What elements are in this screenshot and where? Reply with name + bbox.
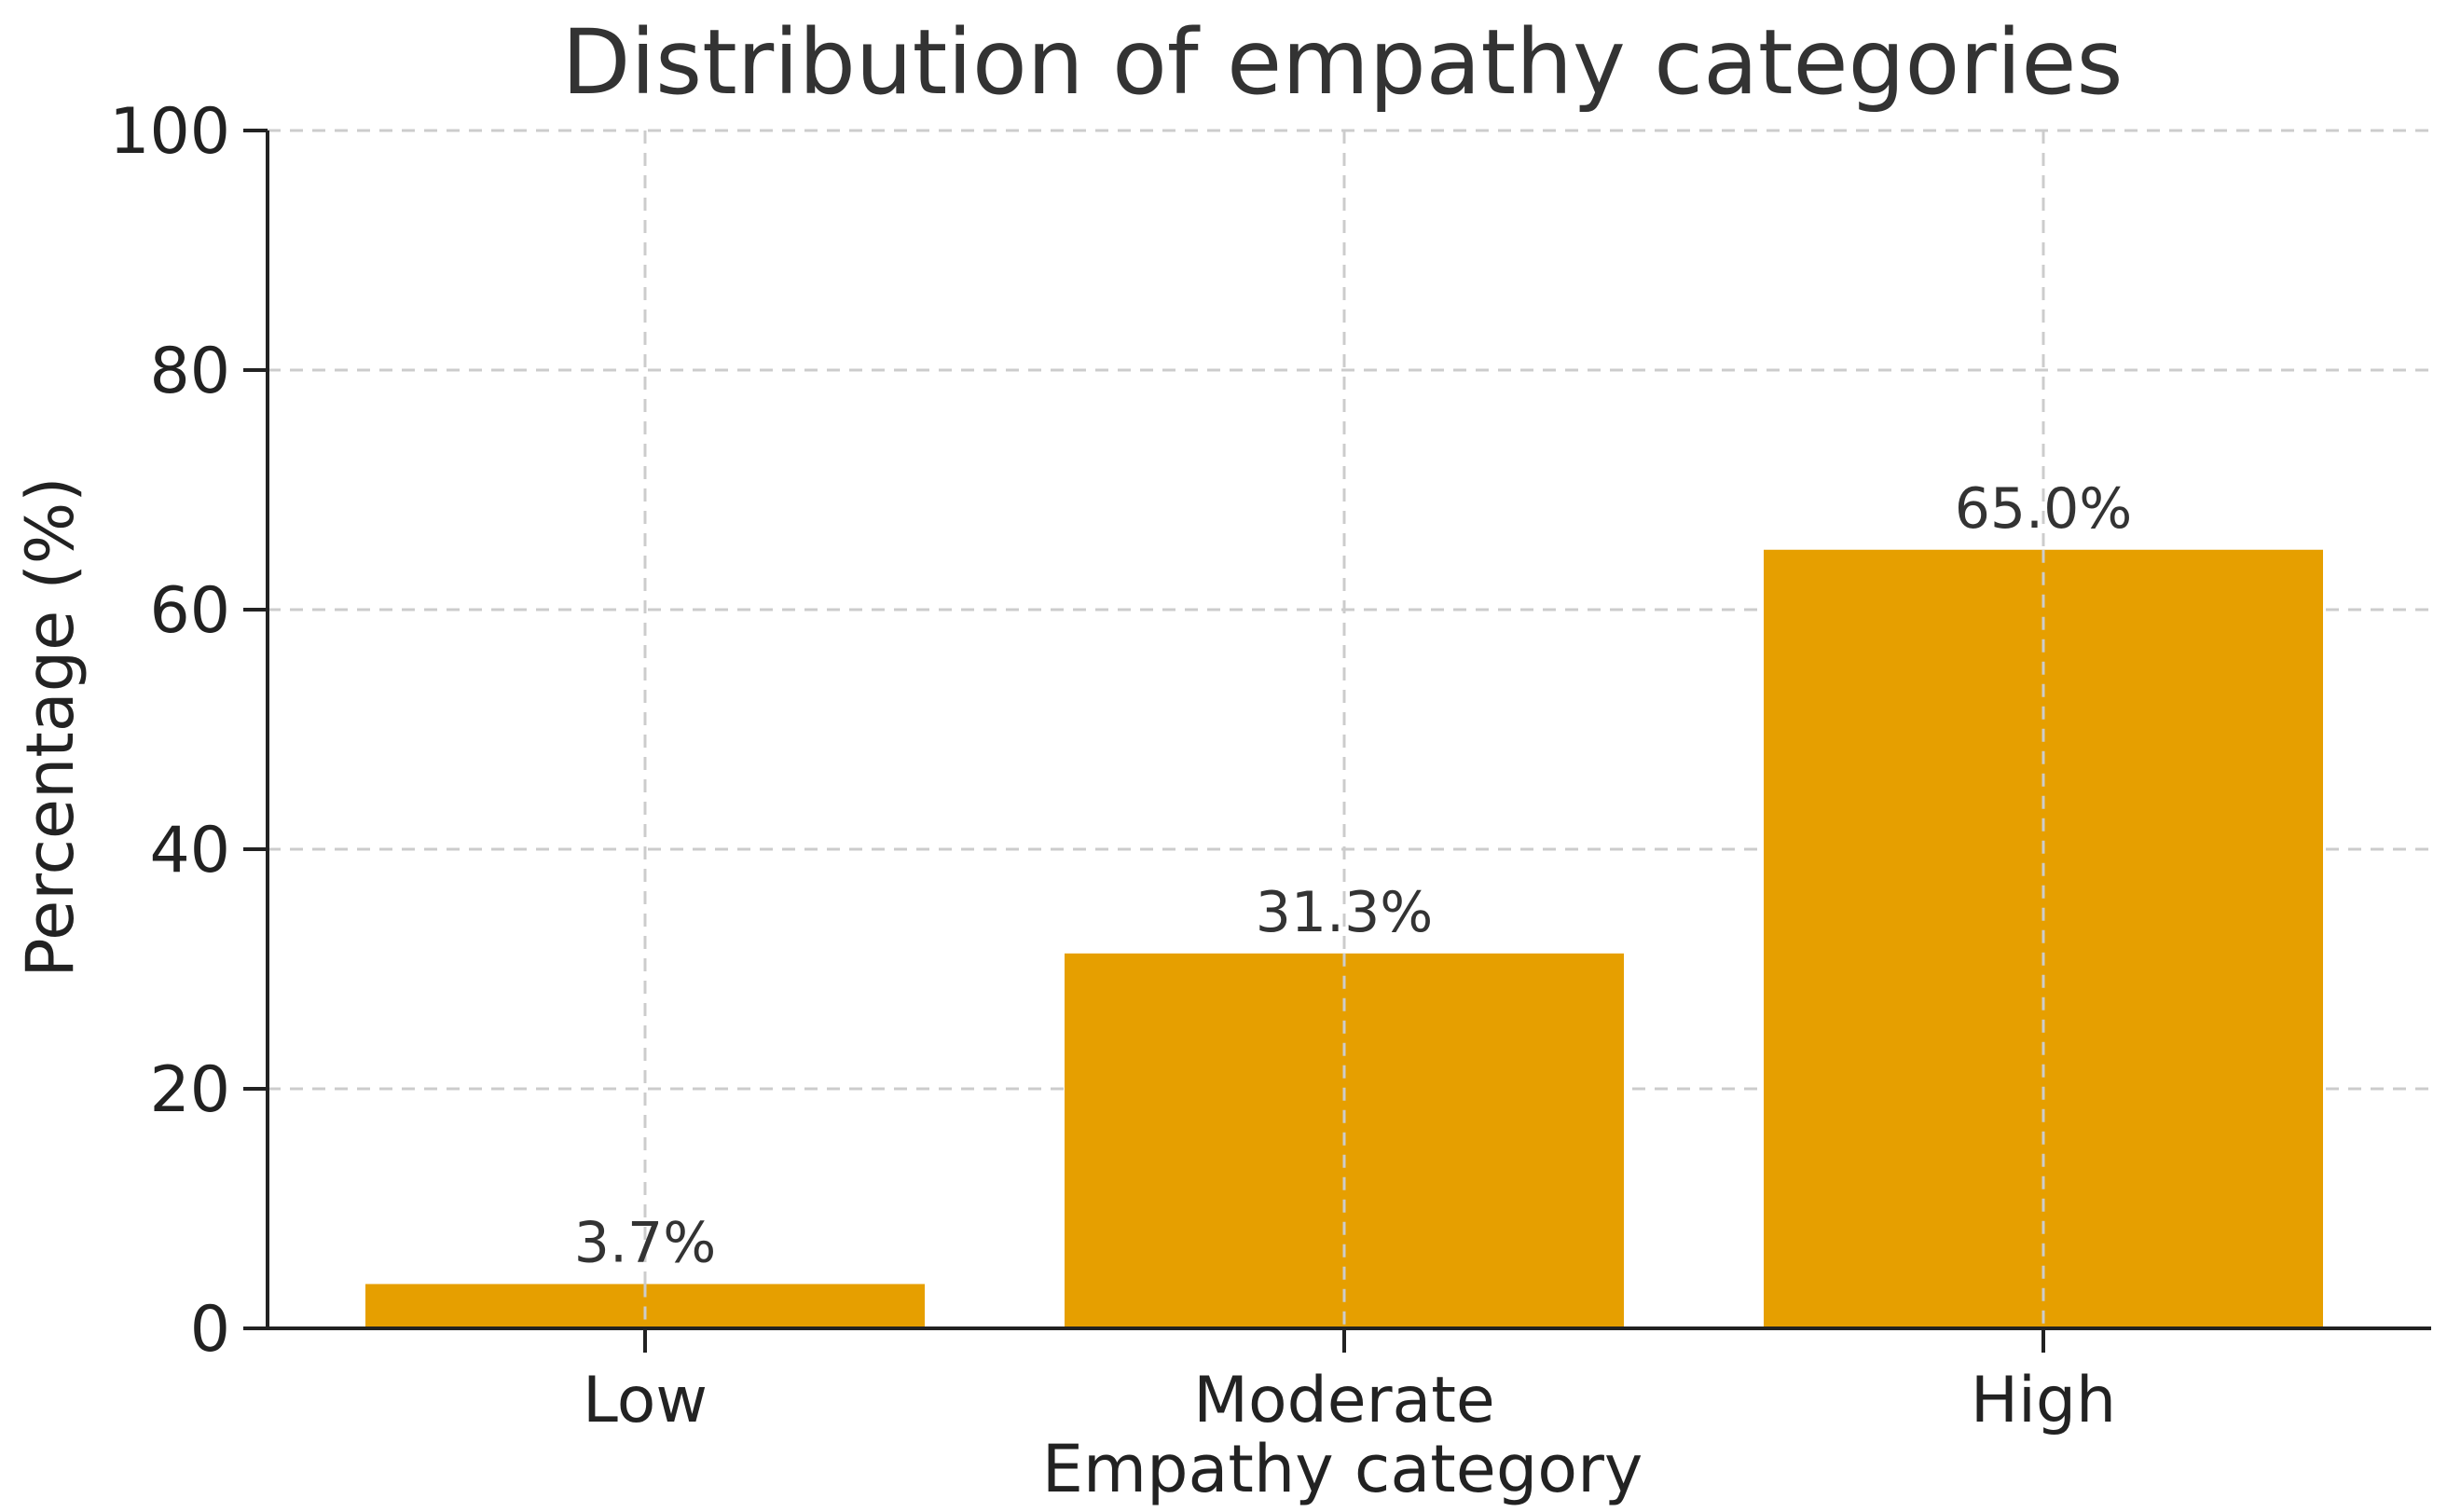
y-tick-label: 60 bbox=[149, 574, 230, 648]
y-tick-label: 40 bbox=[149, 814, 230, 887]
y-tick-label: 80 bbox=[149, 335, 230, 408]
y-tick-label: 0 bbox=[190, 1293, 230, 1367]
data-labels: 3.7% 31.3% 65.0% bbox=[574, 476, 2133, 1276]
data-label: 65.0% bbox=[1955, 476, 2133, 542]
data-label: 31.3% bbox=[1256, 880, 1434, 945]
chart-title: Distribution of empathy categories bbox=[562, 10, 2124, 115]
x-tick-label: Moderate bbox=[1193, 1364, 1494, 1437]
data-label: 3.7% bbox=[574, 1210, 716, 1275]
x-axis-label: Empathy category bbox=[1042, 1431, 1643, 1507]
axes: 0 20 40 60 80 100 Low Moderate High bbox=[109, 95, 2431, 1437]
bars bbox=[365, 549, 2323, 1328]
y-tick-label: 100 bbox=[109, 95, 230, 169]
x-tick-label: High bbox=[1971, 1364, 2116, 1437]
x-tick-label: Low bbox=[583, 1364, 708, 1437]
y-axis-label: Percentage (%) bbox=[12, 476, 89, 977]
y-tick-label: 20 bbox=[149, 1053, 230, 1127]
